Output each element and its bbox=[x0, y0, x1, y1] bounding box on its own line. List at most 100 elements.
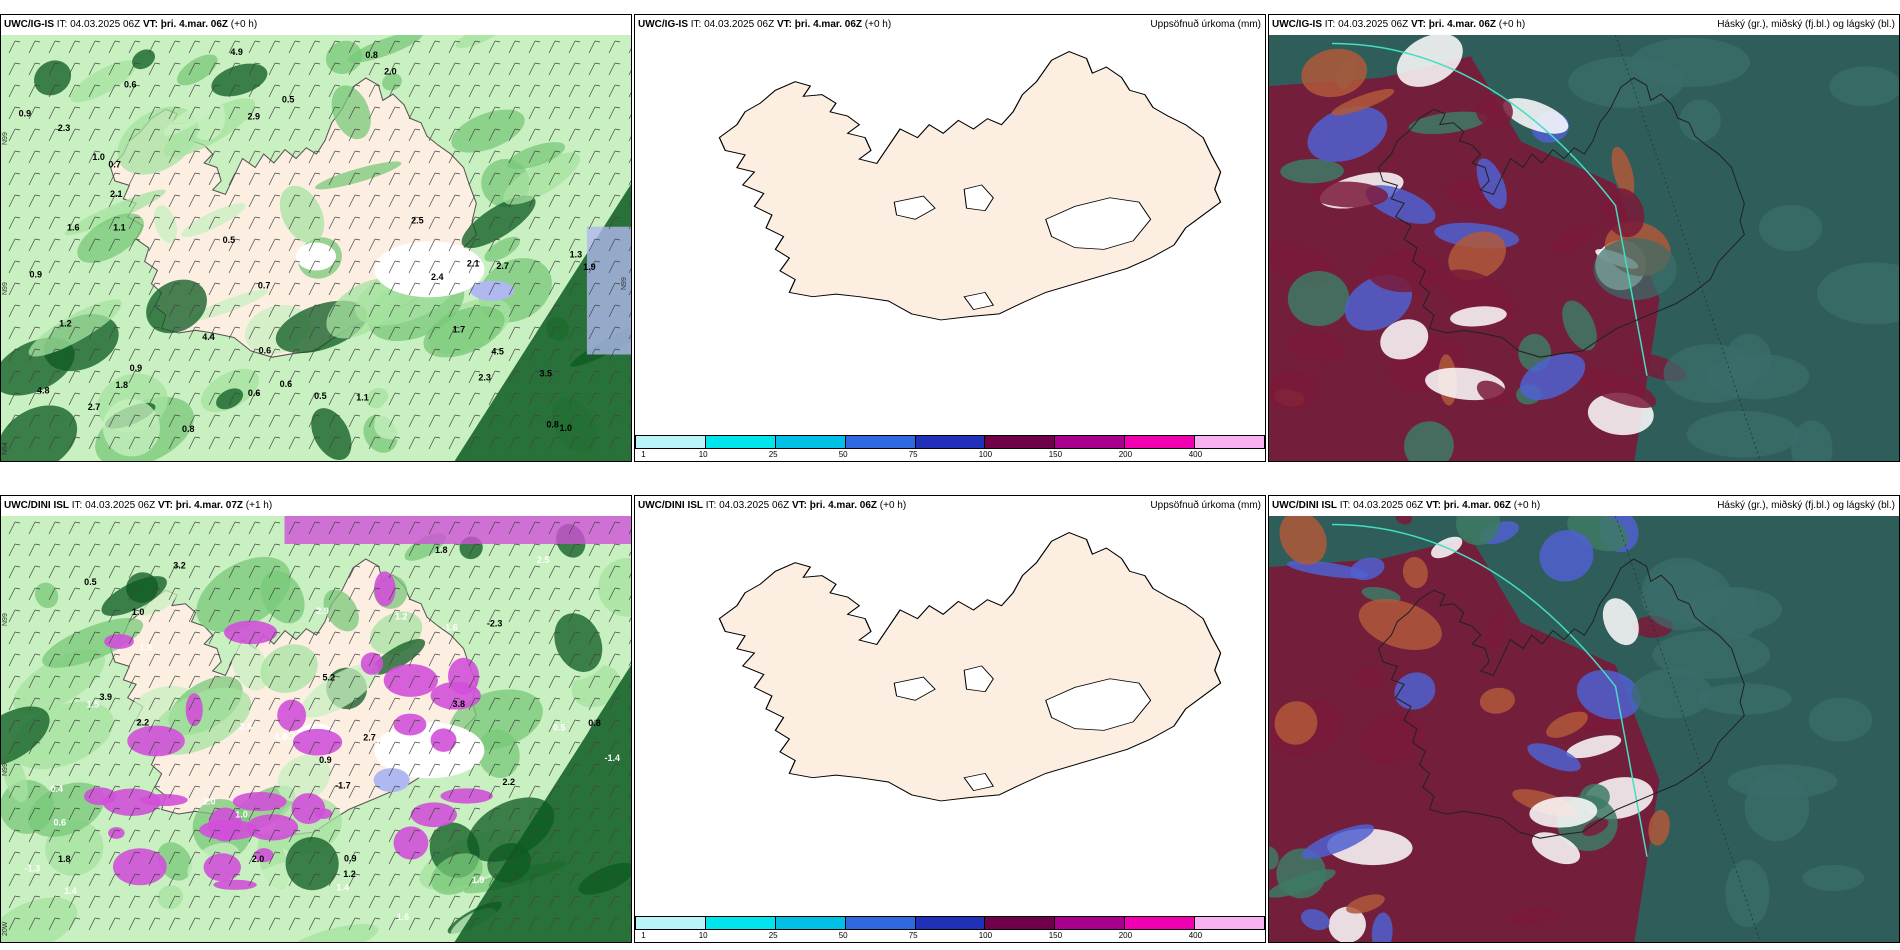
model-name: UWC/DINI ISL bbox=[638, 500, 703, 511]
wind-value-label: 0.5 bbox=[84, 577, 97, 587]
wind-value-label: 1.2 bbox=[395, 611, 408, 621]
wind-value-label: 2.5 bbox=[537, 555, 550, 565]
colorbar-swatch bbox=[775, 916, 846, 930]
wind-value-label: -1.3 bbox=[25, 864, 41, 874]
wind-value-label: 0.6 bbox=[248, 388, 261, 398]
colorbar-swatch bbox=[1125, 435, 1196, 449]
colorbar-tick-label: 50 bbox=[838, 931, 848, 940]
valid-time-label: VT: bbox=[776, 19, 792, 30]
wind-value-label: 4.4 bbox=[202, 332, 215, 342]
map-panel-wind: UWC/DINI ISL IT: 04.03.2025 06Z VT: þri.… bbox=[0, 495, 632, 943]
wind-value-label: 1.8 bbox=[58, 854, 71, 864]
wind-value-label: 0.5 bbox=[282, 95, 295, 105]
wind-value-label: 3.5 bbox=[540, 369, 553, 379]
init-time-value: 04.03.2025 06Z bbox=[704, 19, 775, 30]
map-panel-precip: UWC/DINI ISL IT: 04.03.2025 06Z VT: þri.… bbox=[634, 495, 1266, 943]
wind-value-label: 4.9 bbox=[230, 47, 243, 57]
wind-value-label: 0.7 bbox=[108, 159, 121, 169]
map-area: 2.0 1.8 2.8 3.8 1.9 2.2 3.9 4.0 2.9 1.9 1.6 1.4 2.5 1… bbox=[1, 516, 631, 942]
panel-header: UWC/DINI ISL IT: 04.03.2025 06Z VT: þri.… bbox=[1269, 496, 1899, 516]
wind-value-label: 2.1 bbox=[110, 189, 123, 199]
map-panel-cloud: UWC/IG-IS IT: 04.03.2025 06Z VT: þri. 4.… bbox=[1268, 14, 1900, 462]
init-time-value: 04.03.2025 06Z bbox=[1338, 19, 1409, 30]
colorbar-labels: 1 10 25 50 75 100 150 200 400 bbox=[635, 930, 1265, 942]
wind-value-label: 2.2 bbox=[503, 777, 516, 787]
init-time-label: IT: bbox=[705, 500, 717, 511]
map-area: 0.7 1.0 0.6 0.8 0.5 0.6 0.7 0.5 1.1 0.9 2.1 1.9 2.3 2… bbox=[1, 35, 631, 461]
wind-value-label: 0.9 bbox=[319, 755, 332, 765]
panel-header: UWC/DINI ISL IT: 04.03.2025 06Z VT: þri.… bbox=[635, 496, 1265, 516]
colorbar-tick-label: 200 bbox=[1118, 450, 1133, 459]
colorbar-swatches bbox=[635, 916, 1265, 930]
wind-value-label: 2.1 bbox=[467, 259, 480, 269]
model-name: UWC/IG-IS bbox=[1272, 19, 1322, 30]
wind-value-label: 4.8 bbox=[37, 385, 50, 395]
init-time-value: 04.03.2025 06Z bbox=[70, 19, 141, 30]
colorbar-swatch bbox=[775, 435, 846, 449]
colorbar-swatch bbox=[1195, 916, 1265, 930]
colorbar-swatch bbox=[705, 435, 776, 449]
wind-value-label: -1.7 bbox=[335, 781, 351, 791]
lead-time: (+0 h) bbox=[230, 19, 258, 30]
map-area bbox=[1269, 35, 1899, 461]
wind-value-label: 0.5 bbox=[223, 235, 236, 245]
valid-time-label: VT: bbox=[1410, 19, 1426, 30]
wind-value-label: 0.5 bbox=[553, 723, 566, 733]
model-name: UWC/IG-IS bbox=[638, 19, 688, 30]
wind-value-label: 4.0 bbox=[274, 732, 287, 742]
colorbar-swatch bbox=[635, 916, 706, 930]
panel-header: UWC/IG-IS IT: 04.03.2025 06Z VT: þri. 4.… bbox=[1269, 15, 1899, 35]
wind-value-label: 1.7 bbox=[453, 325, 466, 335]
wind-value-label: 3.9 bbox=[100, 692, 113, 702]
colorbar-swatch bbox=[1125, 916, 1196, 930]
valid-time-value: þri. 4.mar. 06Z bbox=[1443, 500, 1512, 511]
wind-value-label: 0.9 bbox=[19, 108, 32, 118]
axis-label: N99 bbox=[2, 613, 9, 626]
colorbar-tick-label: 1 bbox=[641, 931, 646, 940]
map-area bbox=[635, 516, 1265, 942]
wind-value-label: 2.8 bbox=[240, 721, 253, 731]
colorbar-swatch bbox=[1055, 435, 1126, 449]
cloud-map bbox=[1269, 35, 1899, 461]
wind-value-label: 5.2 bbox=[322, 672, 335, 682]
panel-header: UWC/IG-IS IT: 04.03.2025 06Z VT: þri. 4.… bbox=[635, 15, 1265, 35]
map-panel-precip: UWC/IG-IS IT: 04.03.2025 06Z VT: þri. 4.… bbox=[634, 14, 1266, 462]
wind-value-label: 3.2 bbox=[173, 561, 186, 571]
colorbar-tick-label: 400 bbox=[1188, 450, 1203, 459]
colorbar-tick-label: 75 bbox=[908, 931, 918, 940]
valid-time-label: VT: bbox=[1425, 500, 1441, 511]
wind-value-label: 1.1 bbox=[356, 392, 369, 402]
panel-header: UWC/IG-IS IT: 04.03.2025 06Z VT: þri. 4.… bbox=[1, 15, 631, 35]
valid-time-label: VT: bbox=[791, 500, 807, 511]
colorbar-tick-label: 400 bbox=[1188, 931, 1203, 940]
colorbar-swatch bbox=[915, 916, 986, 930]
wind-value-label: 2.4 bbox=[431, 272, 444, 282]
valid-time-value: þri. 4.mar. 06Z bbox=[160, 19, 229, 30]
init-time-label: IT: bbox=[690, 19, 702, 30]
wind-value-label: 0.6 bbox=[124, 80, 137, 90]
wind-value-label: 1.6 bbox=[397, 912, 410, 922]
wind-value-label: 2.0 bbox=[384, 67, 397, 77]
wind-value-label: 1.8 bbox=[435, 545, 448, 555]
wind-value-label: 0.5 bbox=[314, 391, 327, 401]
wind-value-label: 2.3 bbox=[58, 123, 71, 133]
precip-map bbox=[635, 35, 1265, 435]
panel-title: Uppsöfnuð úrkoma (mm) bbox=[1150, 500, 1261, 511]
wind-value-label: 1.1 bbox=[113, 222, 126, 232]
colorbar-swatch bbox=[1055, 916, 1126, 930]
axis-label: N99 bbox=[2, 132, 9, 145]
wind-value-label: 1.5 bbox=[87, 700, 100, 710]
colorbar-swatch bbox=[635, 435, 706, 449]
wind-value-label: 2.2 bbox=[137, 717, 150, 727]
colorbar-swatch bbox=[985, 916, 1056, 930]
precip-colorbar: 1 10 25 50 75 100 150 200 400 bbox=[635, 435, 1265, 461]
colorbar-swatch bbox=[1195, 435, 1265, 449]
colorbar-tick-label: 100 bbox=[978, 931, 993, 940]
wind-value-label: 4.5 bbox=[491, 347, 504, 357]
wind-value-label: 0.9 bbox=[344, 854, 357, 864]
lead-time: (+0 h) bbox=[1498, 19, 1526, 30]
iceland-landmass bbox=[718, 51, 1222, 321]
model-name: UWC/IG-IS bbox=[4, 19, 54, 30]
wind-value-label: 2.0 bbox=[252, 854, 265, 864]
axis-label: N99 bbox=[2, 763, 9, 776]
